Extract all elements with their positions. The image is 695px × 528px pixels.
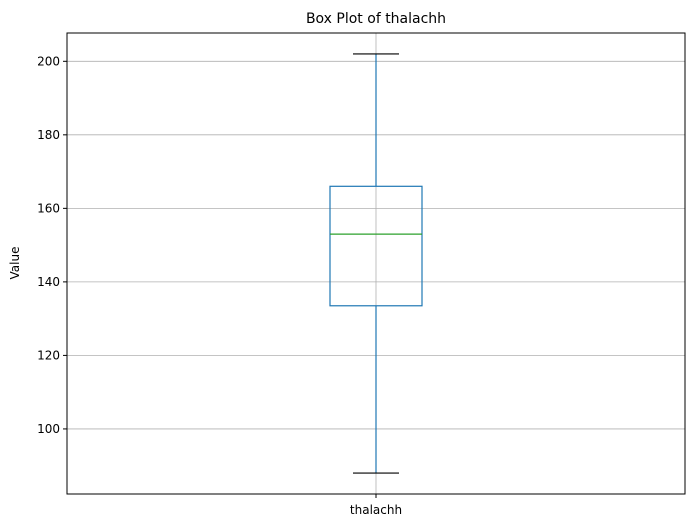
- y-tick-label: 100: [37, 422, 60, 436]
- chart-title: Box Plot of thalachh: [306, 11, 446, 27]
- y-tick-label: 140: [37, 275, 60, 289]
- box-group: [329, 53, 423, 474]
- y-axis-label: Value: [8, 247, 22, 280]
- axis-ticks: 100 120 140 160 180 200 thalachh: [37, 54, 402, 517]
- y-tick-label: 200: [37, 54, 60, 68]
- x-tick-label: thalachh: [350, 503, 402, 517]
- y-tick-label: 120: [37, 348, 60, 362]
- y-tick-label: 160: [37, 201, 60, 215]
- iqr-box: [329, 185, 423, 307]
- y-tick-label: 180: [37, 128, 60, 142]
